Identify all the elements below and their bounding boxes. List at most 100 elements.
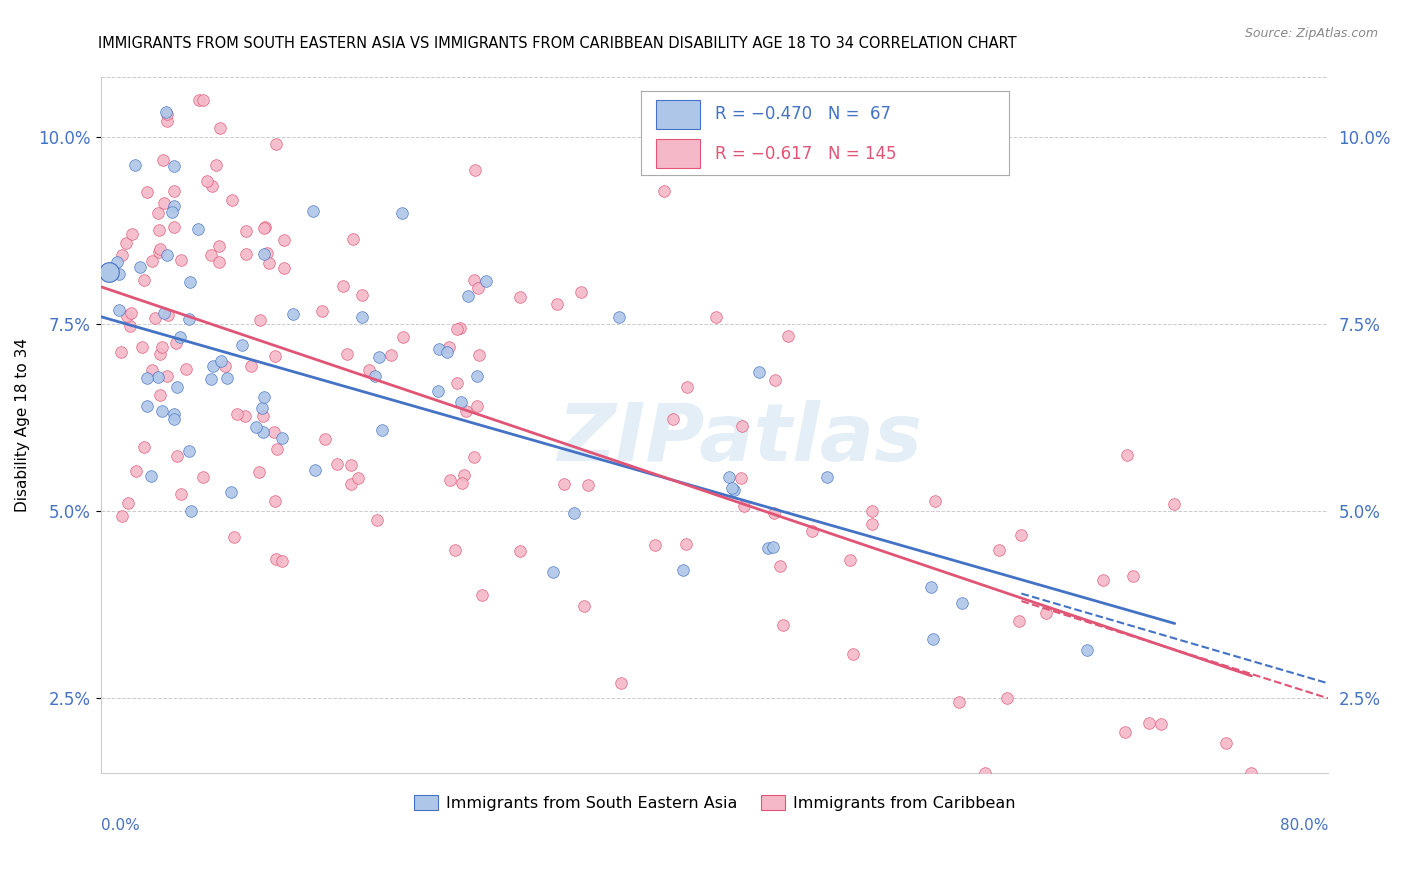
Point	[166, 380, 188, 394]
Point	[444, 542, 467, 557]
Point	[252, 401, 274, 416]
Point	[562, 506, 585, 520]
Point	[148, 245, 170, 260]
Point	[1035, 606, 1057, 620]
Point	[174, 362, 197, 376]
Point	[146, 370, 169, 384]
Point	[226, 407, 249, 421]
Point	[131, 340, 153, 354]
Point	[149, 242, 172, 256]
Point	[170, 487, 193, 501]
Point	[350, 310, 373, 324]
Point	[842, 647, 865, 661]
Point	[169, 330, 191, 344]
Point	[569, 285, 592, 299]
Point	[671, 563, 693, 577]
Point	[253, 391, 276, 405]
Point	[165, 335, 187, 350]
Point	[731, 418, 754, 433]
Point	[453, 468, 475, 483]
Point	[200, 372, 222, 386]
Point	[134, 440, 156, 454]
Point	[235, 246, 257, 260]
Point	[1114, 724, 1136, 739]
Point	[1007, 614, 1029, 628]
Point	[769, 559, 792, 574]
Point	[800, 524, 823, 538]
Point	[150, 340, 173, 354]
Point	[449, 321, 471, 335]
Point	[748, 365, 770, 379]
Point	[325, 457, 347, 471]
Point	[815, 469, 838, 483]
Point	[370, 423, 392, 437]
Point	[253, 220, 276, 235]
Point	[1116, 448, 1139, 462]
Point	[463, 273, 485, 287]
Point	[249, 313, 271, 327]
Point	[860, 517, 883, 532]
Point	[163, 199, 186, 213]
Point	[143, 310, 166, 325]
Point	[304, 463, 326, 477]
Point	[439, 340, 461, 354]
Point	[107, 267, 129, 281]
Point	[342, 232, 364, 246]
Point	[240, 359, 263, 373]
Point	[209, 354, 232, 368]
Point	[264, 552, 287, 566]
Point	[135, 399, 157, 413]
Point	[366, 513, 388, 527]
Point	[454, 404, 477, 418]
Point	[450, 395, 472, 409]
Point	[576, 478, 599, 492]
Point	[733, 500, 755, 514]
Point	[120, 306, 142, 320]
Point	[1137, 715, 1160, 730]
Legend: Immigrants from South Eastern Asia, Immigrants from Caribbean: Immigrants from South Eastern Asia, Immi…	[408, 789, 1022, 817]
Point	[179, 275, 201, 289]
Point	[974, 766, 997, 780]
Point	[163, 184, 186, 198]
Point	[195, 174, 218, 188]
Point	[457, 289, 479, 303]
Point	[163, 412, 186, 426]
Point	[948, 695, 970, 709]
Point	[446, 322, 468, 336]
Point	[1010, 527, 1032, 541]
Point	[253, 247, 276, 261]
Point	[191, 93, 214, 107]
Point	[467, 281, 489, 295]
Point	[163, 407, 186, 421]
Point	[132, 273, 155, 287]
Point	[266, 442, 288, 456]
Point	[156, 247, 179, 261]
Point	[311, 304, 333, 318]
Point	[180, 504, 202, 518]
Point	[141, 469, 163, 483]
Point	[1122, 569, 1144, 583]
Point	[156, 106, 179, 120]
Point	[166, 450, 188, 464]
Point	[995, 691, 1018, 706]
Point	[201, 179, 224, 194]
Point	[1215, 735, 1237, 749]
Point	[1163, 497, 1185, 511]
Point	[446, 376, 468, 390]
Point	[256, 245, 278, 260]
Point	[1091, 573, 1114, 587]
Point	[772, 618, 794, 632]
Point	[187, 221, 209, 235]
Point	[273, 233, 295, 247]
Point	[607, 310, 630, 324]
Point	[108, 303, 131, 318]
Point	[1076, 643, 1098, 657]
Point	[662, 412, 685, 426]
Point	[231, 338, 253, 352]
Point	[264, 494, 287, 508]
Point	[215, 371, 238, 385]
Point	[200, 248, 222, 262]
Point	[152, 153, 174, 168]
Point	[723, 483, 745, 498]
Point	[208, 120, 231, 135]
